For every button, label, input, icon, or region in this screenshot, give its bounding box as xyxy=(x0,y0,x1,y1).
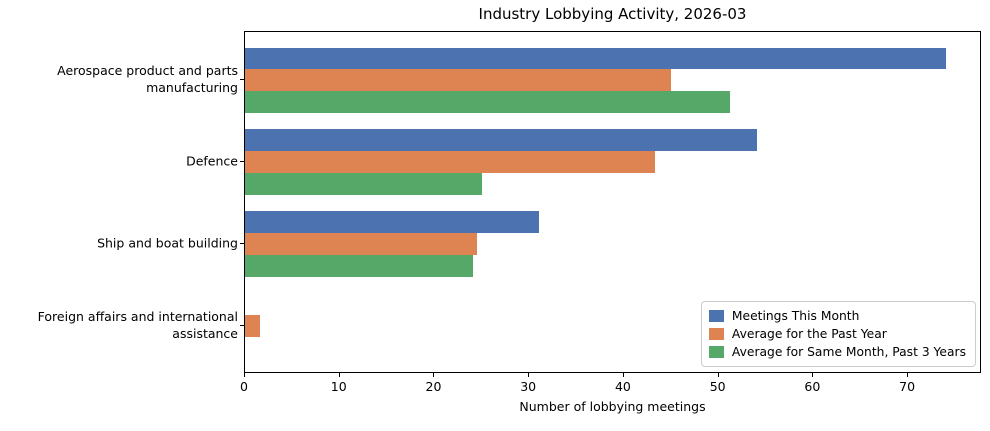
y-tick-label: Foreign affairs and international assist… xyxy=(37,308,238,341)
y-tick-mark xyxy=(240,79,244,81)
x-tick-label: 30 xyxy=(520,379,537,394)
x-axis-label: Number of lobbying meetings xyxy=(519,399,706,414)
legend-swatch-average-same-month-icon xyxy=(708,346,724,358)
x-tick-mark xyxy=(622,373,624,377)
x-tick-label: 40 xyxy=(614,379,631,394)
legend-label: Average for Same Month, Past 3 Years xyxy=(731,345,966,359)
x-tick-label: 20 xyxy=(425,379,442,394)
bar-series1-cat2 xyxy=(245,233,478,255)
legend: Meetings This Month Average for the Past… xyxy=(700,301,976,367)
x-tick-label: 60 xyxy=(804,379,821,394)
bar-series0-cat2 xyxy=(245,211,539,233)
x-tick-label: 0 xyxy=(240,379,248,394)
bar-series0-cat1 xyxy=(245,129,757,152)
bar-series0-cat0 xyxy=(245,47,946,70)
y-tick-label: Defence xyxy=(186,153,238,169)
bar-series2-cat2 xyxy=(245,254,474,277)
x-tick-mark xyxy=(244,373,245,377)
y-tick-label: Aerospace product and parts manufacturin… xyxy=(57,63,238,96)
x-tick-mark xyxy=(338,373,340,377)
legend-swatch-average-past-year-icon xyxy=(708,328,724,340)
x-tick-mark xyxy=(528,373,530,377)
y-tick-mark xyxy=(240,161,244,163)
chart-title: Industry Lobbying Activity, 2026-03 xyxy=(478,5,747,23)
legend-item: Average for the Past Year xyxy=(708,325,966,343)
bar-series1-cat0 xyxy=(245,69,672,92)
x-tick-label: 70 xyxy=(899,379,916,394)
legend-item: Average for Same Month, Past 3 Years xyxy=(708,343,966,361)
x-tick-mark xyxy=(717,373,719,377)
legend-item: Meetings This Month xyxy=(708,307,966,325)
legend-swatch-meetings-this-month-icon xyxy=(708,310,724,322)
y-tick-mark xyxy=(240,242,244,244)
legend-label: Average for the Past Year xyxy=(731,327,887,341)
x-tick-label: 10 xyxy=(330,379,347,394)
bar-series2-cat0 xyxy=(245,91,731,113)
x-tick-mark xyxy=(812,373,814,377)
plot-area: Meetings This Month Average for the Past… xyxy=(244,31,981,373)
x-tick-label: 50 xyxy=(709,379,726,394)
x-tick-mark xyxy=(433,373,435,377)
y-tick-label: Ship and boat building xyxy=(97,235,238,251)
legend-label: Meetings This Month xyxy=(731,309,860,323)
y-tick-mark xyxy=(240,324,244,326)
bar-series1-cat3 xyxy=(245,314,261,337)
x-tick-mark xyxy=(907,373,909,377)
bar-series1-cat1 xyxy=(245,151,656,173)
bar-series2-cat1 xyxy=(245,173,482,195)
